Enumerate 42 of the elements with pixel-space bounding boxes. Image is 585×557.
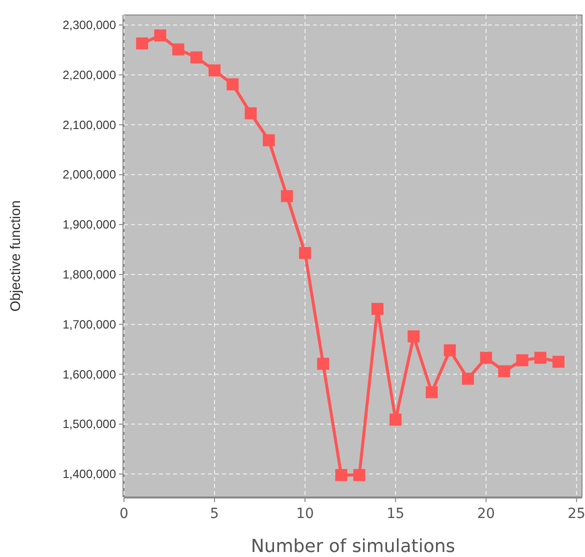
x-tick-label: 25 [568,506,585,522]
y-tick-label: 1,600,000 [62,367,116,382]
point [280,190,293,202]
point [136,37,148,50]
y-tick-label: 2,300,000 [62,18,116,32]
x-axis-title: Number of simulations [250,536,456,557]
point [299,247,312,260]
y-tick-label: 1,400,000 [62,467,116,482]
point [353,469,366,482]
point [408,330,420,342]
y-tick-label: 2,100,000 [62,118,116,132]
point [262,134,275,146]
x-tick-label: 20 [477,506,495,522]
point [462,372,474,385]
y-tick-label: 1,700,000 [62,317,116,332]
x-tick-label: 15 [386,506,404,522]
y-tick-label: 1,800,000 [62,267,116,282]
point [244,107,257,120]
point [426,386,438,398]
y-axis-title: Objective function [7,200,23,312]
point [226,78,239,90]
y-tick-label: 1,900,000 [62,218,116,232]
x-tick-label: 0 [120,506,128,522]
point [480,352,492,364]
point [335,469,348,482]
point [516,354,528,366]
point [444,344,456,356]
point [190,51,202,64]
y-tick-label: 2,000,000 [62,168,116,182]
point [534,352,546,364]
point [390,414,402,426]
x-tick-label: 5 [210,506,219,522]
point [154,29,166,42]
point [371,302,384,315]
point [317,358,330,370]
point [208,64,221,76]
x-tick-label: 10 [296,506,314,522]
point [498,365,510,378]
point [552,356,564,368]
y-tick-label: 1,500,000 [62,417,116,432]
y-tick-label: 2,200,000 [62,68,116,82]
point [172,43,184,56]
